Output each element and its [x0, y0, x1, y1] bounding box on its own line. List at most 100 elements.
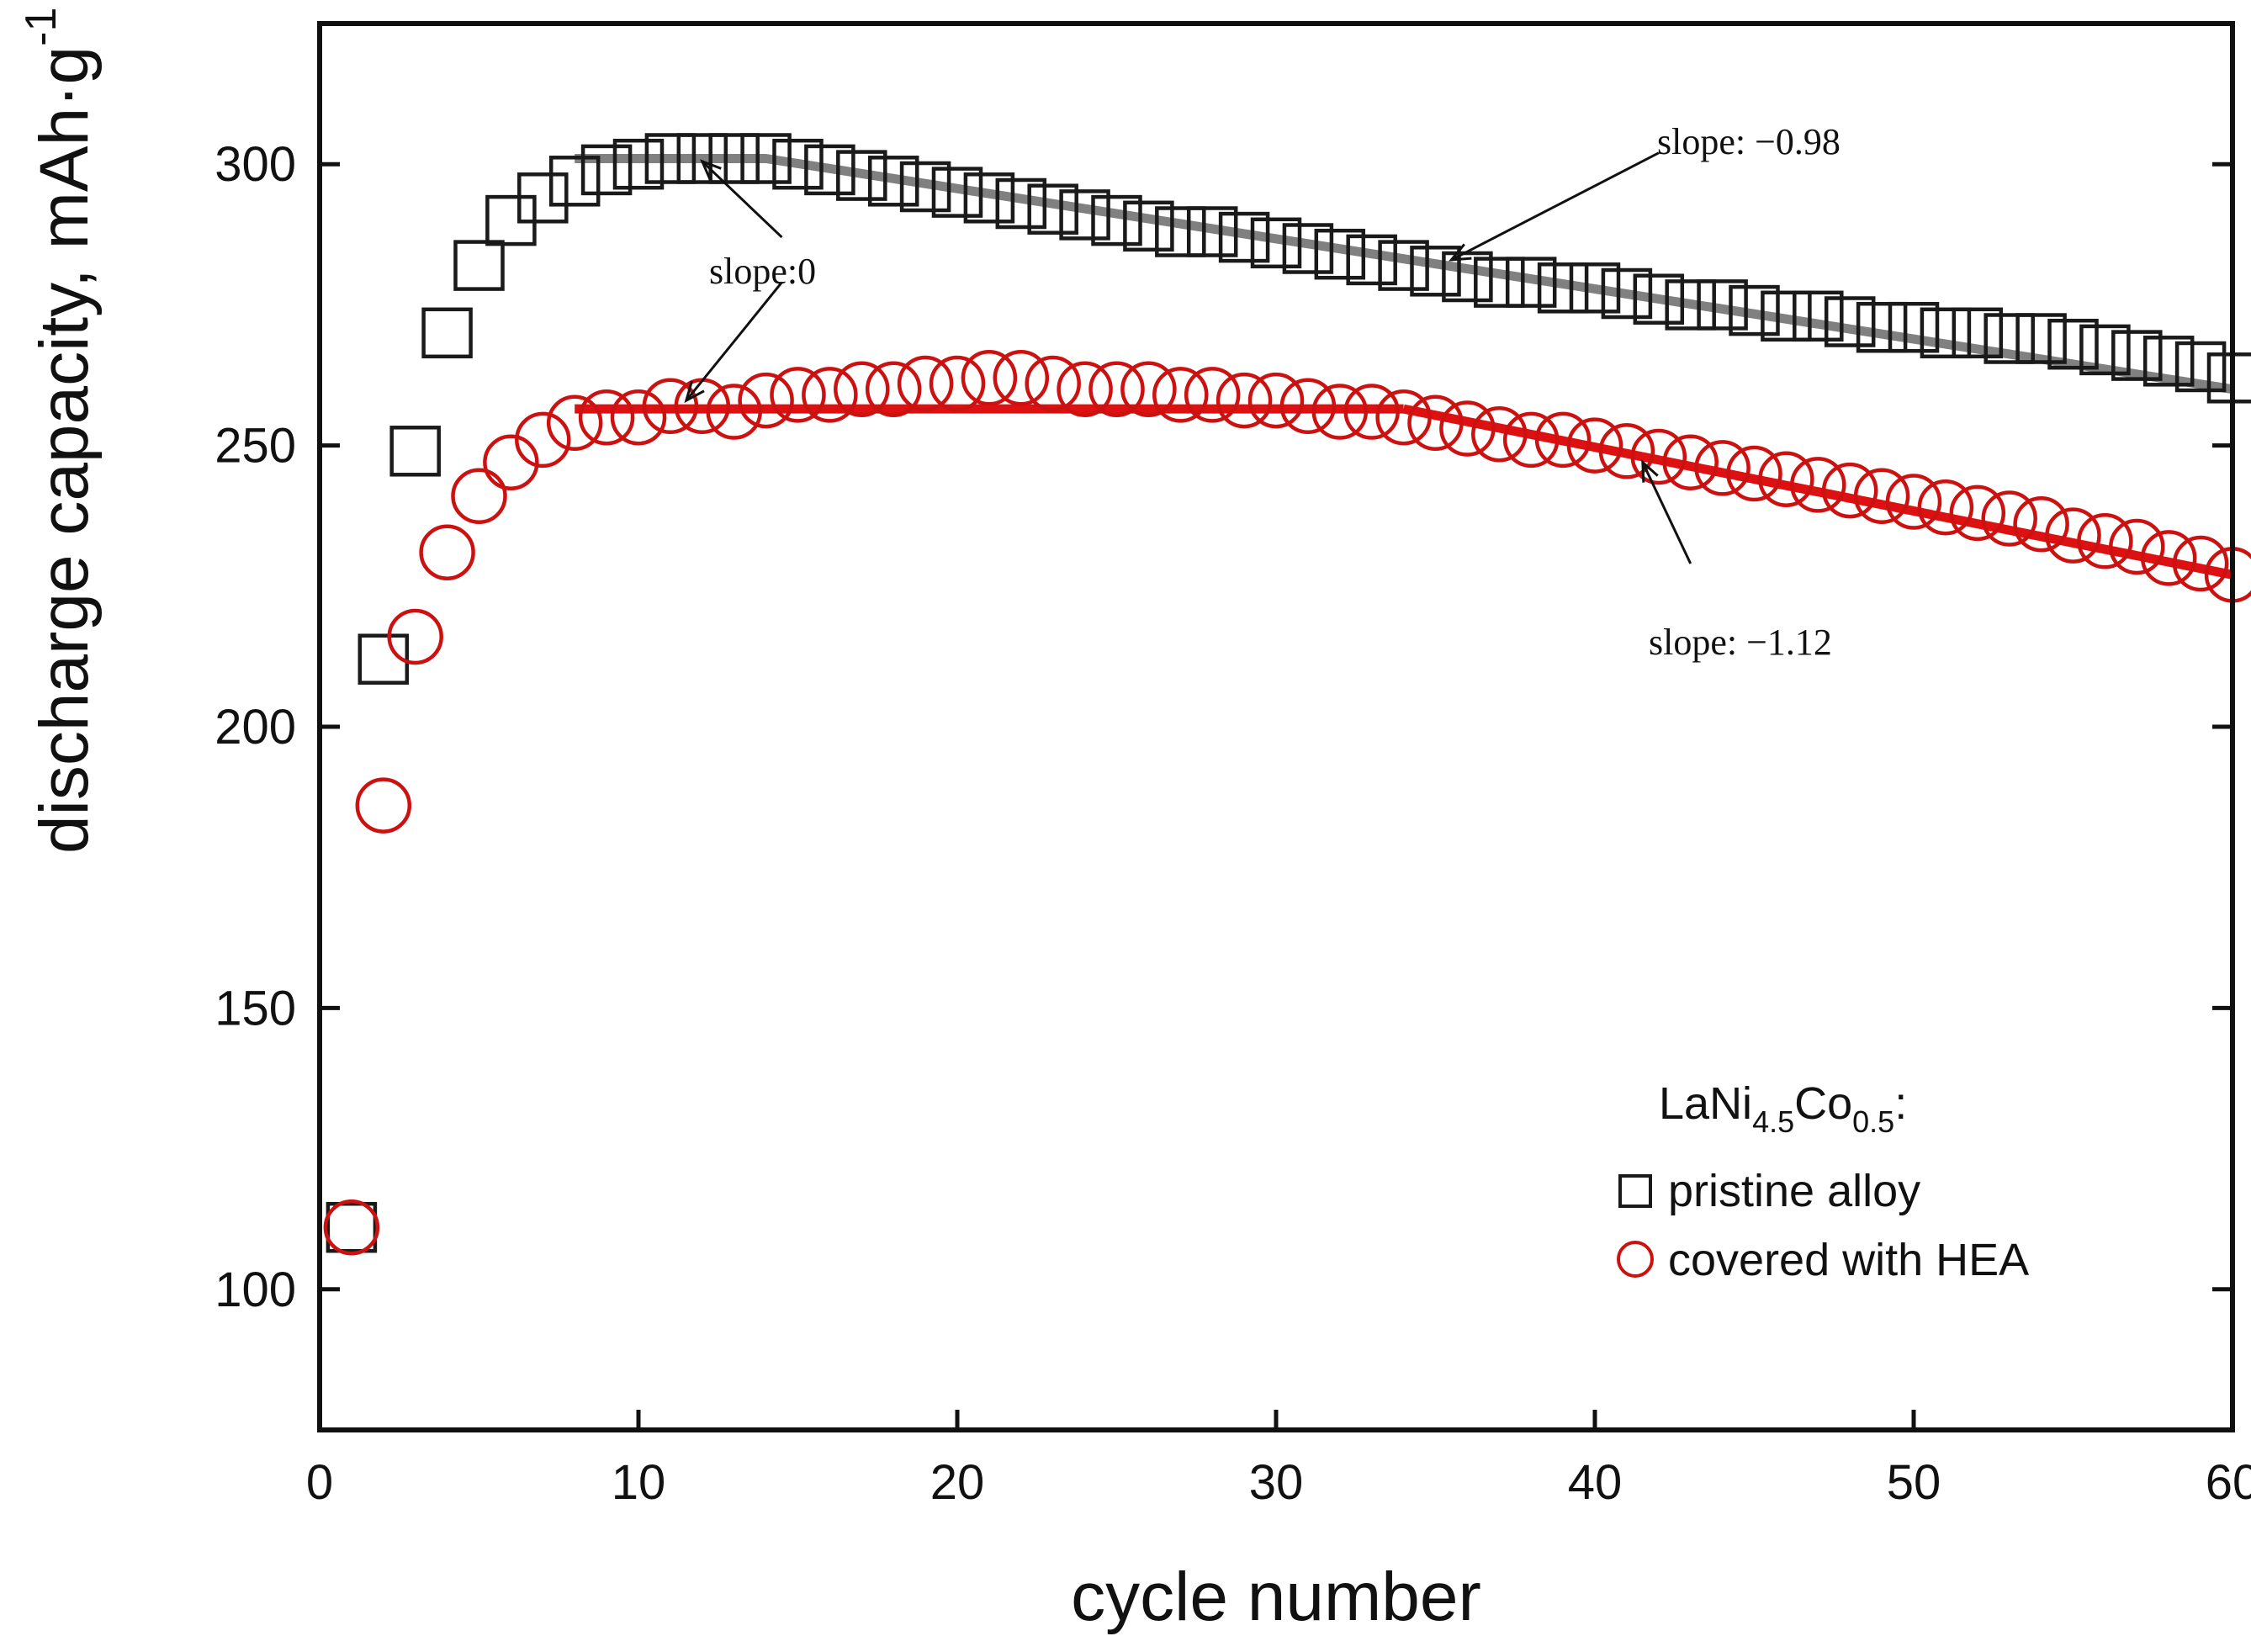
hea-point: [1120, 361, 1177, 417]
pristine-point: [676, 133, 728, 184]
pristine-point: [389, 426, 441, 477]
annotation-label-1: slope:0: [709, 251, 816, 292]
hea-point: [738, 372, 794, 429]
hea-point: [451, 468, 507, 525]
pristine-point: [1282, 223, 1334, 274]
hea-point: [1216, 372, 1273, 429]
pristine-point: [1761, 290, 1812, 342]
hea-point: [961, 350, 1018, 406]
annotation-arrowhead-1: [700, 159, 722, 181]
x-tick-label: 0: [306, 1455, 333, 1510]
pristine-point: [1793, 290, 1844, 342]
hea-point: [1566, 417, 1623, 474]
pristine-point: [804, 144, 855, 196]
pristine-point: [453, 240, 505, 291]
pristine-point: [1697, 279, 1748, 331]
hea-point: [1949, 484, 2006, 542]
pristine-point: [421, 307, 473, 359]
hea-point: [483, 434, 539, 490]
y-axis-title-sup: -1: [17, 8, 66, 46]
pristine-point: [2015, 313, 2067, 364]
pristine-point: [612, 138, 665, 190]
hea-point: [1502, 411, 1560, 469]
hea-point: [1726, 445, 1782, 502]
hea-point: [387, 608, 443, 665]
hea-point: [1407, 394, 1464, 452]
pristine-point: [1505, 257, 1557, 308]
y-axis-ticks: 100 150 200 250 300: [215, 137, 2232, 1317]
pristine-point: [2079, 324, 2131, 376]
annotation-arrow-line-0: [1450, 151, 1660, 262]
hea-point: [2109, 518, 2165, 575]
pristine-point: [644, 133, 696, 184]
pristine-point: [580, 144, 633, 196]
legend-label-hea: covered with HEA: [1668, 1235, 2029, 1285]
pristine-point: [899, 161, 951, 213]
hea-point: [1439, 400, 1496, 457]
pristine-point: [1920, 307, 1972, 359]
pristine-point: [1218, 211, 1270, 263]
annotation-arrowhead-0: [1449, 243, 1472, 262]
hea-point: [897, 355, 954, 412]
hea-point: [355, 777, 412, 834]
hea-point: [1343, 384, 1400, 440]
pristine-point: [1059, 189, 1110, 241]
hea-point: [1853, 468, 1910, 525]
pristine-point: [836, 150, 887, 201]
y-tick-label: 150: [215, 981, 296, 1035]
hea-point: [865, 361, 922, 417]
hea-point: [1790, 457, 1846, 513]
annotation-arrow-line-3: [1641, 462, 1692, 564]
fit-line-0: [575, 154, 2233, 394]
legend-title-sub2: 0.5: [1852, 1104, 1894, 1139]
hea-point: [2013, 495, 2069, 553]
pristine-point: [1729, 284, 1780, 336]
pristine-point: [1633, 273, 1685, 325]
hea-point: [515, 411, 571, 469]
hea-point: [2140, 530, 2197, 586]
pristine-point: [548, 156, 601, 207]
x-tick-label: 60: [2206, 1455, 2251, 1510]
legend-title: LaNi4.5Co0.5:: [1659, 1078, 1907, 1139]
hea-point: [1981, 490, 2037, 547]
pristine-point: [1123, 200, 1174, 252]
legend-square-marker: [1618, 1174, 1652, 1208]
y-tick-label: 200: [215, 700, 296, 755]
hea-point: [419, 524, 475, 580]
hea-point: [1025, 355, 1081, 412]
pristine-point: [1186, 206, 1238, 257]
annotation-label-0: slope: −0.98: [1657, 121, 1841, 162]
legend-label-pristine: pristine alloy: [1668, 1166, 1920, 1216]
pristine-point: [708, 133, 760, 184]
pristine-point: [1378, 240, 1429, 291]
pristine-point: [931, 167, 983, 218]
legend-title-tail: :: [1894, 1078, 1907, 1129]
pristine-point: [1442, 251, 1493, 303]
hea-point: [610, 389, 667, 446]
pristine-point: [740, 133, 792, 184]
hea-point: [1311, 384, 1369, 440]
legend: LaNi4.5Co0.5: pristine alloy covered wit…: [1617, 1078, 2029, 1285]
pristine-point: [1952, 307, 2004, 359]
hea-point: [770, 367, 826, 423]
hea-point: [1598, 423, 1655, 479]
pristine-point: [2047, 318, 2099, 370]
pristine-point: [358, 633, 410, 685]
pristine-point: [1410, 246, 1461, 297]
x-tick-label: 40: [1568, 1455, 1623, 1510]
pristine-point: [995, 177, 1047, 230]
hea-point: [1057, 361, 1113, 417]
pristine-point: [1314, 228, 1366, 280]
hea-point: [1279, 378, 1337, 435]
pristine-point: [867, 156, 919, 207]
y-tick-label: 100: [215, 1263, 296, 1317]
hea-point: [1534, 411, 1592, 469]
pristine-point: [1537, 262, 1589, 314]
hea-point: [834, 361, 890, 417]
hea-point: [706, 384, 762, 440]
hea-point: [1821, 462, 1878, 519]
legend-title-base: LaNi: [1659, 1078, 1752, 1129]
hea-point: [1471, 405, 1528, 463]
pristine-point: [963, 172, 1015, 224]
